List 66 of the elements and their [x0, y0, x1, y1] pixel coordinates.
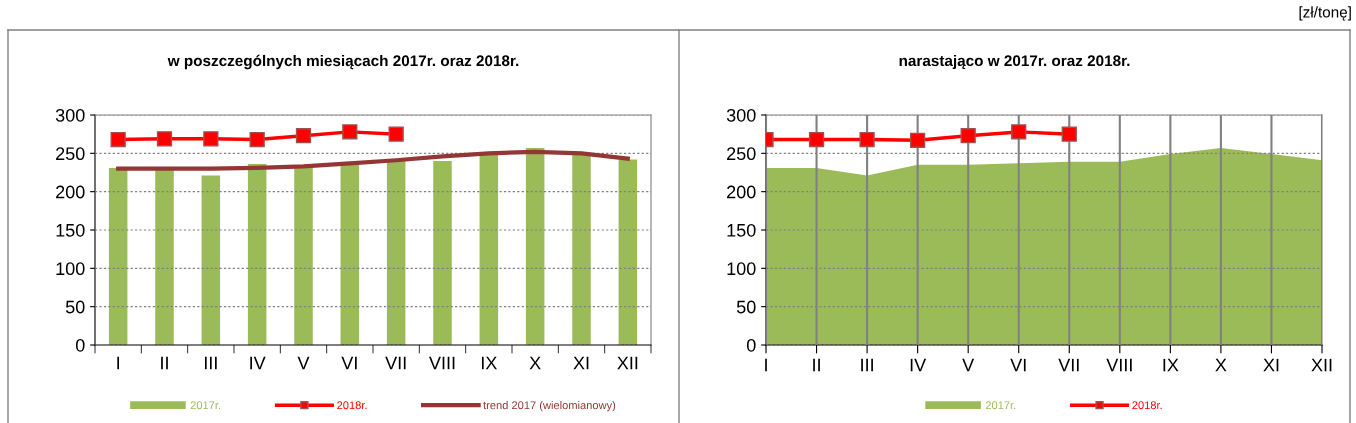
point	[203, 131, 219, 147]
x-tick-label: VII	[385, 356, 406, 370]
y-tick-label: 200	[56, 185, 85, 199]
point	[249, 131, 265, 148]
point	[388, 126, 404, 142]
legend-label: 2018r.	[1132, 401, 1162, 410]
y-tick-label: 250	[56, 147, 85, 161]
y-tick-label: 300	[726, 108, 756, 122]
x-tick-label: IX	[1163, 358, 1179, 372]
bar	[340, 164, 360, 345]
x-tick-label: VIII	[429, 356, 455, 370]
text: trend 2017 (wielomianowy)	[483, 401, 616, 412]
chart-title: w poszczególnych miesiącach 2017r. oraz 2018r.	[167, 54, 519, 70]
text: 2017r.	[190, 401, 221, 410]
x-tick-label: IV	[250, 356, 266, 370]
bar	[294, 165, 313, 345]
y-tick-label: 0	[746, 338, 756, 352]
point	[156, 131, 173, 147]
text: 2017r.	[985, 401, 1016, 410]
text: 2018r.	[337, 401, 367, 410]
y-tick-label: 150	[727, 223, 756, 237]
x-tick-label: VII	[1058, 358, 1079, 372]
y-tick-label: 0	[75, 338, 85, 352]
x-tick-label: X	[1215, 358, 1227, 372]
y-tick-label: 50	[736, 300, 756, 314]
y-tick-label: 100	[727, 262, 756, 276]
bar	[479, 153, 499, 345]
x-tick-label: III	[861, 358, 873, 372]
bar	[247, 164, 267, 345]
text: [zł/tonę]	[1299, 6, 1351, 21]
x-tick-label: II	[161, 356, 168, 370]
x-tick-label: X	[529, 356, 541, 370]
x-tick-label: XI	[573, 356, 589, 370]
x-tick-label: XII	[617, 356, 638, 370]
x-tick-label: I	[765, 358, 767, 372]
x-tick-label: II	[813, 358, 820, 372]
x-tick-label: VIII	[1106, 358, 1132, 372]
y-tick-label: 200	[727, 185, 756, 199]
y-tick-label: 300	[55, 108, 85, 122]
point	[342, 124, 358, 140]
point	[110, 131, 126, 148]
bar	[433, 161, 452, 345]
bar	[386, 161, 406, 345]
x-tick-label: IV	[910, 358, 927, 372]
x-tick-label: V	[297, 356, 310, 370]
y-tick-label: 50	[65, 300, 85, 314]
x-tick-label: VI	[1010, 358, 1026, 372]
line-series	[116, 149, 630, 171]
bar	[572, 153, 591, 345]
bar	[201, 175, 221, 345]
x-tick-label: V	[962, 358, 975, 372]
x-tick-label: IX	[481, 356, 497, 370]
x-tick-label: VI	[341, 356, 357, 370]
bar	[525, 147, 545, 345]
x-tick-label: XII	[1311, 358, 1332, 372]
point	[295, 128, 312, 144]
x-tick-label: XI	[1263, 358, 1279, 372]
y-tick-label: 100	[56, 262, 85, 276]
bar	[108, 167, 128, 345]
bar	[155, 168, 174, 345]
y-tick-label: 150	[56, 223, 85, 237]
x-tick-label: I	[117, 356, 120, 370]
y-tick-label: 250	[727, 147, 756, 161]
bar	[618, 159, 638, 345]
chart-title: narastająco w 2017r. oraz 2018r.	[899, 54, 1130, 70]
x-tick-label: III	[204, 356, 217, 370]
